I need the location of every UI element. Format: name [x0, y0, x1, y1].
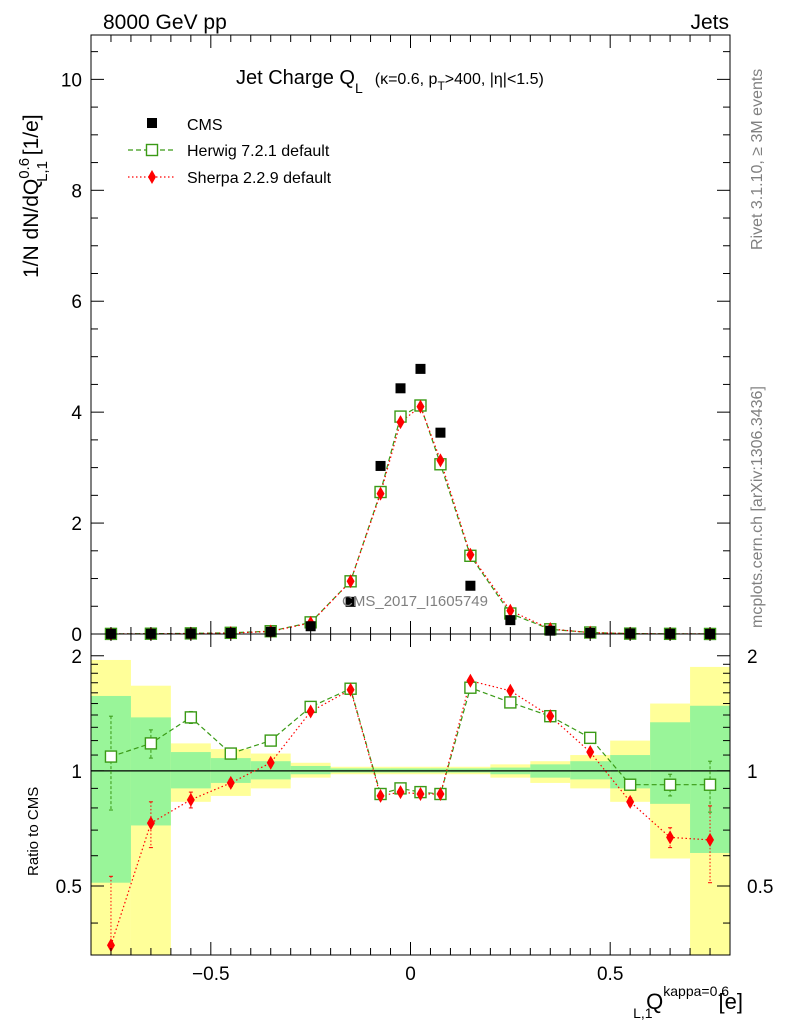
- main-marks: [104, 363, 717, 641]
- sherpa-point: [376, 486, 385, 501]
- xlabel-main: Q: [646, 989, 663, 1014]
- ylabel-sub: L,1: [34, 161, 51, 182]
- main-ytick-label: 4: [71, 403, 82, 424]
- ratio-sherpa-point: [396, 785, 405, 800]
- ratio-sherpa-point: [226, 775, 235, 790]
- ratio-sherpa-point: [506, 683, 515, 698]
- xlabel-unit: [e]: [719, 989, 743, 1014]
- ratio-ytick-label: 1: [71, 762, 82, 783]
- watermark: CMS_2017_I1605749: [342, 593, 488, 610]
- title-cut-post: >400, |η|<1.5): [445, 71, 544, 88]
- sherpa-line: [110, 405, 710, 635]
- band-green: [170, 752, 211, 789]
- sherpa-point: [346, 574, 355, 589]
- ratio-herwig-point: [224, 747, 237, 760]
- title-sub: L: [355, 80, 363, 96]
- ratio-sherpa-point: [626, 794, 635, 809]
- main-axes: 0 2 4 6 8 10: [61, 35, 731, 646]
- ratio-sherpa-point: [376, 788, 385, 803]
- ratio-ytick-label: 0.5: [56, 877, 82, 898]
- ratio-herwig-point: [504, 696, 517, 709]
- ratio-sherpa-point: [416, 787, 425, 802]
- legend-herwig-label: Herwig 7.2.1 default: [187, 143, 330, 160]
- ratio-ytick-label: 2: [71, 647, 82, 668]
- ratio-sherpa-point: [346, 682, 355, 697]
- main-ytick-label: 6: [71, 292, 82, 313]
- header-right: Jets: [690, 11, 729, 34]
- cms-point: [435, 427, 446, 438]
- ratio-ytick-label-right: 0.5: [747, 877, 773, 898]
- main-ytick-label: 8: [71, 181, 82, 202]
- ratio-herwig-point: [264, 734, 277, 747]
- main-ytick-label: 10: [61, 70, 82, 91]
- ratio-axes: 0.5 0.5 1 1 2 2 −0.5 0 0.5: [56, 634, 773, 985]
- cms-point: [415, 363, 426, 374]
- ylabel-pre: 1/N dN/dQ: [20, 179, 43, 278]
- xlabel-sub: L,1: [633, 1005, 653, 1021]
- sherpa-point: [506, 603, 515, 618]
- title-cut-sub: T: [437, 79, 445, 93]
- ratio-xtick-label: 0.5: [597, 964, 623, 985]
- sherpa-point: [416, 399, 425, 414]
- ratio-sherpa-point: [466, 673, 475, 688]
- ratio-ytick-label-right: 2: [747, 647, 758, 668]
- ratio-sherpa-line: [110, 680, 711, 946]
- ratio-herwig-point: [703, 778, 717, 791]
- ratio-sherpa-point: [586, 745, 595, 760]
- ratio-sherpa-point: [666, 830, 675, 845]
- legend-sherpa-marker: [148, 170, 156, 184]
- plot-title: Jet Charge QL (κ=0.6, pT>400, |η|<1.5): [236, 67, 544, 96]
- cms-point: [345, 596, 356, 607]
- cms-point: [505, 615, 516, 626]
- ratio-herwig-point: [144, 737, 158, 750]
- ratio-sherpa-point: [146, 816, 155, 831]
- ratio-sherpa-point: [266, 755, 275, 770]
- xlabel-sup: kappa=0.6: [663, 983, 729, 999]
- cms-point: [395, 383, 406, 394]
- mcplots-label: mcplots.cern.ch [arXiv:1306.3436]: [749, 386, 766, 628]
- ratio-herwig-point: [623, 778, 637, 791]
- main-ytick-label: 0: [71, 625, 82, 646]
- title-cut-pre: (κ=0.6, p: [375, 71, 438, 88]
- ratio-xtick-label: 0: [405, 964, 416, 985]
- ratio-sherpa-point: [306, 704, 315, 719]
- ratio-ylabel: Ratio to CMS: [25, 787, 42, 876]
- rivet-label: Rivet 3.1.10, ≥ 3M events: [749, 69, 766, 250]
- ratio-herwig-point: [663, 778, 677, 791]
- legend-herwig-marker: [145, 143, 159, 157]
- main-panel: CMS_2017_I1605749 0 2 4 6 8 10 Jet Charge QL (…: [16, 34, 731, 646]
- sherpa-point: [436, 453, 445, 468]
- ratio-sherpa-point: [436, 787, 445, 802]
- main-ytick-label: 2: [71, 514, 82, 535]
- ratio-xtick-label: −0.5: [192, 964, 230, 985]
- ratio-sherpa-point: [106, 938, 115, 953]
- ratio-xlabel: Qkappa=0.6 L,1 [e]: [633, 983, 743, 1021]
- legend-cms-marker: [147, 118, 157, 128]
- ylabel-sup: 0.6: [16, 158, 33, 179]
- legend-sherpa-label: Sherpa 2.2.9 default: [187, 170, 332, 187]
- cms-point: [465, 580, 476, 591]
- ratio-ytick-label-right: 1: [747, 762, 758, 783]
- sherpa-point: [466, 547, 475, 562]
- ratio-sherpa-point: [546, 709, 555, 724]
- cms-point: [305, 621, 316, 632]
- ratio-panel: 0.5 0.5 1 1 2 2 −0.5 0 0.5 Ratio to CMS Qkappa=0…: [25, 633, 773, 1021]
- title-main: Jet Charge Q: [236, 67, 355, 89]
- main-ylabel: 1/N dN/dQ0.6L,1 [1/e]: [16, 114, 51, 278]
- ratio-marks: [91, 659, 730, 956]
- header-left: 8000 GeV pp: [103, 11, 227, 34]
- legend-cms-label: CMS: [187, 117, 223, 134]
- ratio-herwig-point: [104, 750, 118, 763]
- band-green: [290, 765, 331, 775]
- ratio-herwig-point: [584, 731, 597, 745]
- ratio-sherpa-point: [706, 832, 715, 847]
- cms-point: [375, 460, 386, 471]
- sherpa-point: [396, 415, 405, 430]
- legend: CMS Herwig 7.2.1 default Sherpa 2.2.9 de…: [128, 117, 332, 187]
- ratio-herwig-point: [184, 711, 198, 724]
- ratio-sherpa-point: [186, 792, 195, 807]
- ylabel-post: [1/e]: [20, 114, 43, 161]
